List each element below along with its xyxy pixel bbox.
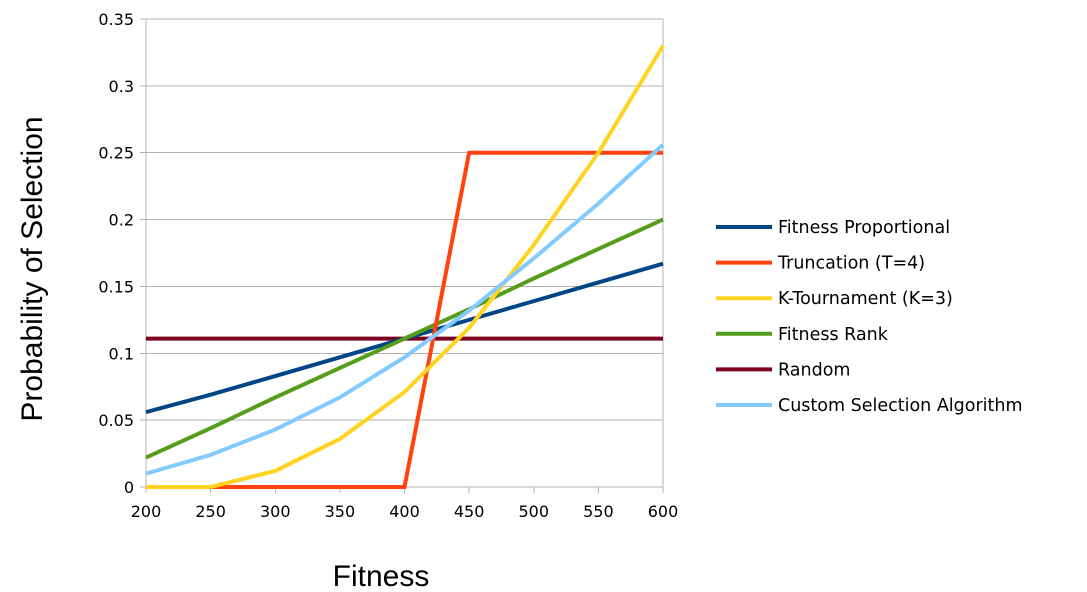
x-tick-label: 500	[518, 502, 549, 521]
legend-item: Fitness Rank	[716, 325, 889, 345]
legend: Fitness Proportional Truncation (T=4) K-To…	[716, 218, 1023, 416]
legend-label: Truncation (T=4)	[777, 254, 925, 274]
plot-area	[146, 19, 663, 487]
legend-label: Random	[778, 360, 850, 380]
y-tick-labels: 0 0.05 0.1 0.15 0.2 0.25 0.3 0.35	[98, 10, 134, 497]
x-axis-title: Fitness	[333, 560, 430, 592]
series-lines	[145, 44, 665, 489]
y-tick-label: 0.3	[109, 77, 134, 96]
legend-item: Random	[716, 360, 850, 380]
y-axis-title: Probability of Selection	[16, 116, 49, 421]
x-tick-label: 200	[131, 502, 162, 521]
x-tick-label: 350	[325, 502, 356, 521]
y-tick-label: 0.1	[109, 344, 134, 363]
legend-item: Custom Selection Algorithm	[716, 396, 1023, 416]
x-tick-label: 600	[648, 502, 679, 521]
series-line-fitness-rank	[145, 217, 664, 460]
legend-item: K-Tournament (K=3)	[716, 289, 953, 309]
x-tick-label: 550	[583, 502, 614, 521]
x-tick-label: 450	[454, 502, 485, 521]
series-line-custom-selection-algorithm	[145, 143, 665, 476]
legend-item: Fitness Proportional	[716, 218, 950, 238]
plot-background	[146, 19, 663, 487]
x-tick-label: 300	[260, 502, 291, 521]
legend-item: Truncation (T=4)	[716, 254, 925, 274]
legend-label: Fitness Proportional	[778, 218, 950, 238]
legend-label: Fitness Rank	[778, 325, 889, 345]
y-tick-label: 0.05	[98, 411, 134, 430]
y-tick-label: 0.35	[98, 10, 134, 29]
legend-label: Custom Selection Algorithm	[778, 396, 1023, 416]
x-tick-label: 250	[195, 502, 226, 521]
legend-label: K-Tournament (K=3)	[778, 289, 953, 309]
y-tick-label: 0.15	[98, 277, 134, 296]
series-line-truncation-t-4	[146, 150, 663, 489]
series-line-k-tournament-k-3	[146, 44, 665, 489]
y-tick-label: 0.25	[98, 144, 134, 163]
x-tick-labels: 200 250 300 350 400 450 500 550 600	[131, 502, 679, 521]
y-tick-label: 0	[124, 478, 134, 497]
x-tick-label: 400	[389, 502, 420, 521]
y-tick-label: 0.2	[109, 211, 134, 230]
